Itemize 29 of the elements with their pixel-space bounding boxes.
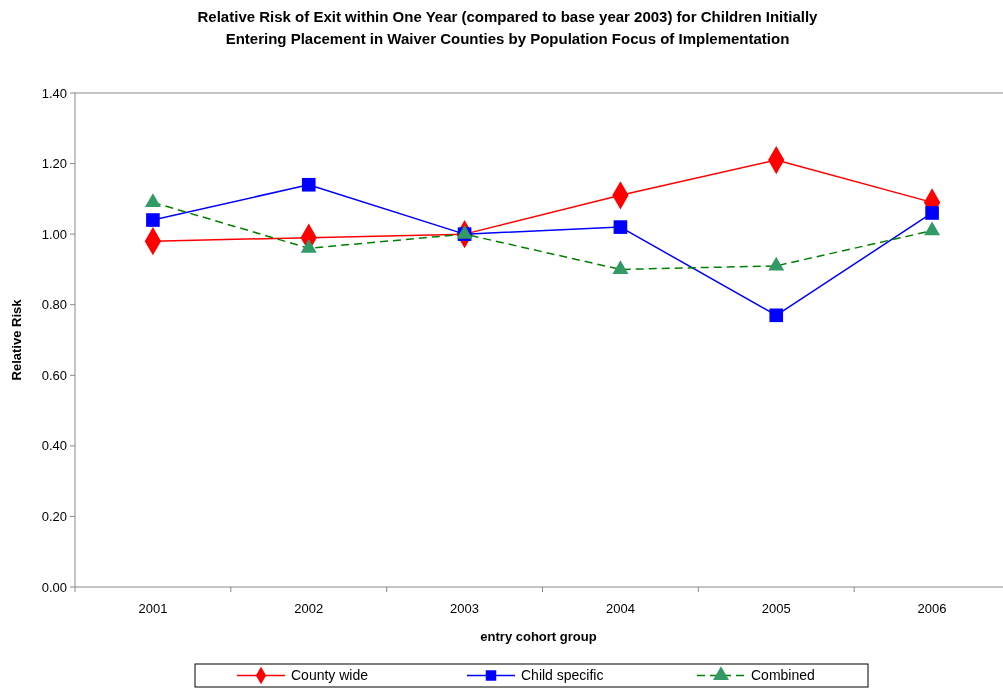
point xyxy=(301,177,316,192)
point xyxy=(146,213,160,227)
x-tick-label: 2004 xyxy=(605,601,635,616)
y-tick-label: 1.20 xyxy=(41,156,67,172)
y-tick-label: 0.80 xyxy=(41,297,67,313)
chart-title: Relative Risk of Exit within One Year (compared to base year 2003) for Children Initially Entering Placement in Waiver Counties by Population Focus of Implementation xyxy=(197,8,819,47)
point xyxy=(768,256,785,271)
point xyxy=(300,239,317,253)
y-tick-label: 1.40 xyxy=(41,85,67,101)
y-tick-label: 0.20 xyxy=(41,508,67,524)
x-tick-label: 2001 xyxy=(138,601,168,616)
y-tick-label: 0.60 xyxy=(41,367,67,383)
y-tick-label: 0.40 xyxy=(41,438,67,454)
y-axis-title: Relative Risk xyxy=(9,298,24,381)
point xyxy=(925,206,939,220)
legend-label: County wide xyxy=(291,667,369,684)
point xyxy=(924,221,941,236)
x-tick-label: 2002 xyxy=(294,601,324,616)
legend-label: Combined xyxy=(751,667,815,684)
x-axis-title: entry cohort group xyxy=(480,629,597,644)
point xyxy=(612,260,629,275)
x-tick-label: 2006 xyxy=(917,601,947,616)
y-tick-label: 0.00 xyxy=(41,579,67,595)
point xyxy=(613,220,628,234)
x-tick-label: 2005 xyxy=(761,601,791,616)
legend-label: Child specific xyxy=(521,667,604,684)
x-tick-label: 2003 xyxy=(450,601,480,616)
y-tick-label: 1.00 xyxy=(41,226,67,242)
point xyxy=(769,308,784,323)
